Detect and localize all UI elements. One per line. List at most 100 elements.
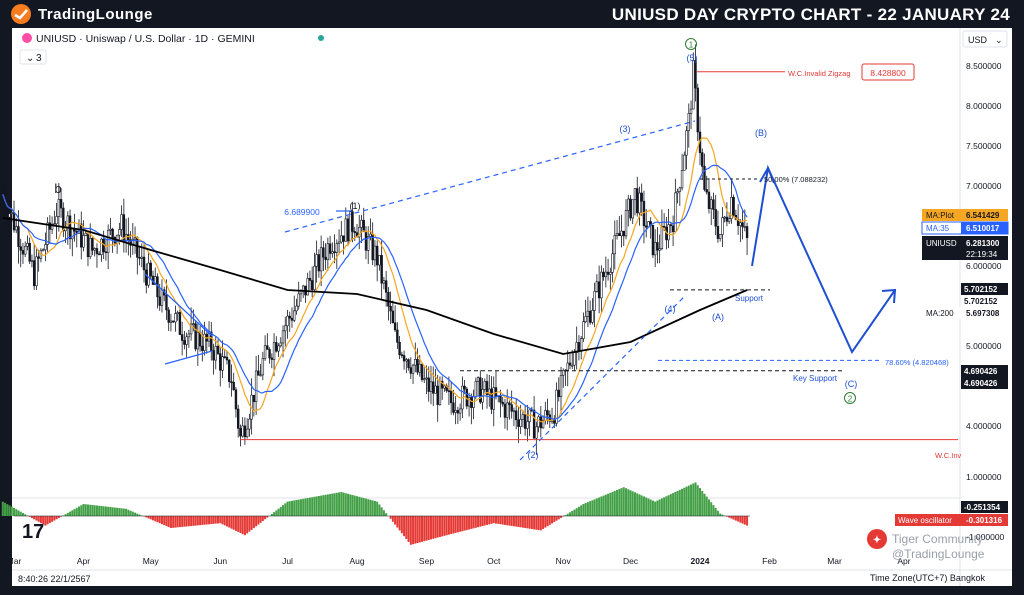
fib-786-label: 78.60% (4.820468) (885, 358, 949, 367)
candle (562, 368, 565, 388)
candle (618, 216, 621, 237)
candle (236, 404, 240, 438)
candle (613, 220, 617, 270)
oscillator-bar (1, 501, 4, 516)
watermark: ✦ Tiger Community @TradingLounge (867, 529, 985, 561)
oscillator-bar (517, 516, 520, 527)
oscillator-bar (324, 494, 327, 516)
candle (467, 392, 471, 417)
oscillator-bar (445, 516, 448, 536)
oscillator-bar (732, 516, 735, 520)
candle (631, 199, 634, 224)
oscillator-bar (665, 496, 668, 516)
oscillator-bar (261, 516, 264, 522)
candle (21, 242, 25, 264)
candle (145, 263, 148, 294)
candle (712, 192, 715, 219)
candle (317, 249, 321, 278)
footer-timezone: Time Zone(UTC+7) Bangkok (870, 573, 985, 583)
oscillator-bar (80, 505, 83, 516)
oscillator-bar (454, 516, 457, 533)
oscillator-bar (299, 499, 302, 516)
candle (367, 226, 370, 264)
price-axis-labels: MA:Plot 6.541429 MA:35 6.510017 UNIUSD 6.2813… (895, 209, 1009, 526)
oscillator-bar (39, 516, 42, 524)
x-tick-label: Dec (623, 556, 639, 566)
oscillator-bar (277, 508, 280, 516)
oscillator-bar (44, 516, 47, 526)
candle (656, 226, 659, 264)
currency-select[interactable] (962, 30, 1008, 48)
candle (154, 267, 157, 286)
oscillator-bar (51, 516, 54, 522)
oscillator-bar (638, 494, 641, 516)
oscillator-bar (385, 513, 388, 516)
oscillator-bar (515, 516, 518, 527)
oscillator-bar (651, 500, 654, 516)
candle (97, 250, 101, 256)
candle (234, 387, 238, 418)
oscillator-bar (555, 516, 558, 521)
oscillator-bar (35, 516, 38, 521)
svg-text:Tiger Community: Tiger Community (892, 532, 983, 546)
candle (169, 313, 173, 332)
oscillator-bar (234, 516, 237, 531)
oscillator-bar (602, 495, 605, 516)
oscillator-bar (645, 497, 648, 516)
oscillator-bar (46, 516, 49, 525)
candle (337, 229, 341, 255)
oscillator-bar (329, 494, 332, 516)
oscillator-bar (461, 516, 464, 532)
oscillator-bar (438, 516, 441, 537)
candle (680, 153, 684, 191)
chart[interactable]: UNIUSD · Uniswap / U.S. Dollar · 1D · GE… (0, 28, 1024, 595)
current-price-value: 6.281300 (966, 239, 1000, 248)
oscillator-bar (535, 516, 538, 530)
oscillator-bar (19, 511, 22, 516)
oscillator-bar (654, 501, 657, 516)
oscillator-bar (521, 516, 524, 528)
oscillator-bar (347, 493, 350, 516)
oscillator-bar (743, 516, 746, 525)
oscillator-bar (542, 516, 545, 530)
oscillator-bar (131, 511, 134, 516)
osc-value-1 (961, 501, 1008, 513)
oscillator-bar (746, 516, 749, 526)
support-price-tag (961, 283, 1008, 295)
candle (44, 232, 47, 262)
candle (46, 217, 49, 253)
oscillator-bar (246, 516, 249, 534)
indicator-toggle[interactable] (19, 49, 47, 65)
oscillator-bar (548, 516, 551, 525)
oscillator-bar (98, 505, 101, 516)
oscillator-bar (481, 516, 484, 527)
candle (91, 237, 94, 256)
oscillator-bar (194, 516, 197, 526)
oscillator-bar (190, 516, 193, 527)
oscillator-bar (353, 495, 356, 516)
oscillator-bar (147, 516, 150, 519)
y-tick-label: 6.000000 (966, 261, 1002, 271)
oscillator-bar (122, 508, 125, 516)
candle (611, 239, 614, 283)
oscillator-bar (649, 499, 652, 516)
plot-area[interactable] (12, 28, 960, 570)
oscillator-bar (405, 516, 408, 540)
oscillator-bar (577, 506, 580, 516)
oscillator-bar (28, 516, 31, 517)
oscillator-bar (335, 492, 338, 516)
candle (272, 333, 276, 377)
oscillator-bar (252, 516, 255, 529)
x-tick-label: Sep (419, 556, 434, 566)
oscillator-bar (477, 516, 480, 528)
oscillator-bar (196, 516, 199, 526)
oscillator-bar (250, 516, 253, 530)
candle (721, 207, 724, 247)
wave-circle-1-label: 1 (689, 41, 694, 50)
oscillator-bar (290, 500, 293, 516)
candle (360, 214, 363, 243)
x-tick-label: Jul (282, 556, 293, 566)
x-tick-label: Apr (897, 556, 910, 566)
wave-annotations: b (1) 6.689900 (2) (3) (4) (5) 1 2 (A) (B) (C) W.C.I… (54, 38, 962, 460)
candle (732, 194, 735, 218)
